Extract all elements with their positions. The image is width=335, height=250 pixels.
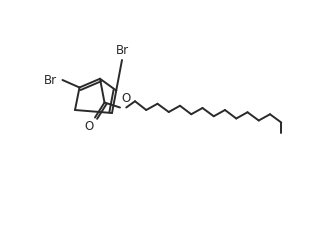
Text: O: O	[121, 92, 131, 106]
Text: O: O	[84, 120, 94, 132]
Text: Br: Br	[44, 74, 58, 86]
Text: Br: Br	[116, 44, 129, 58]
